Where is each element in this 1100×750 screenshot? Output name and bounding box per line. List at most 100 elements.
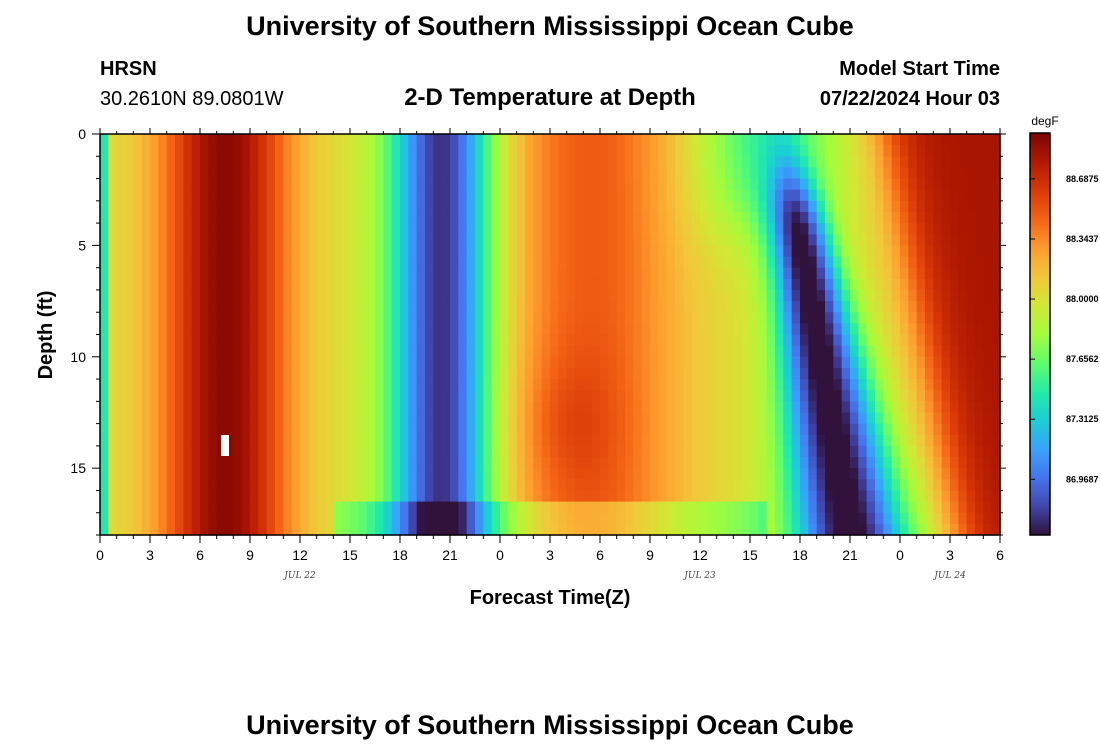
heatmap-cell	[183, 434, 193, 447]
heatmap-cell	[666, 434, 676, 447]
heatmap-cell	[741, 479, 751, 492]
heatmap-cell	[333, 445, 343, 458]
heatmap-cell	[975, 390, 984, 402]
heatmap-cell	[175, 479, 184, 492]
heatmap-cell	[391, 156, 401, 169]
heatmap-cell	[141, 145, 151, 157]
heatmap-cell	[358, 367, 368, 380]
heatmap-cell	[600, 356, 609, 369]
heatmap-cell	[566, 356, 576, 369]
heatmap-cell	[441, 412, 451, 425]
heatmap-cell	[250, 200, 259, 213]
heatmap-cell	[933, 267, 943, 280]
heatmap-cell	[725, 145, 734, 157]
heatmap-cell	[741, 457, 751, 469]
heatmap-cell	[475, 390, 484, 402]
heatmap-cell	[783, 490, 793, 503]
heatmap-cell	[125, 189, 134, 202]
heatmap-cell	[150, 256, 159, 269]
heatmap-cell	[341, 356, 351, 369]
heatmap-cell	[125, 345, 134, 358]
heatmap-cell	[591, 256, 601, 269]
heatmap-cell	[991, 234, 1001, 246]
heatmap-cell	[258, 512, 268, 525]
heatmap-cell	[625, 234, 634, 246]
heatmap-cell	[791, 234, 801, 246]
heatmap-cell	[258, 223, 268, 235]
heatmap-cell	[966, 490, 976, 503]
heatmap-cell	[916, 167, 926, 180]
heatmap-cell	[458, 323, 468, 336]
heatmap-cell	[441, 245, 451, 258]
heatmap-cell	[258, 156, 268, 169]
heatmap-cell	[933, 457, 943, 469]
heatmap-cell	[725, 512, 734, 525]
heatmap-cell	[858, 468, 868, 480]
heatmap-cell	[383, 468, 393, 480]
heatmap-cell	[800, 367, 809, 380]
heatmap-cell	[483, 434, 493, 447]
heatmap-cell	[625, 345, 634, 358]
heatmap-cell	[283, 367, 293, 380]
heatmap-cell	[508, 523, 518, 536]
heatmap-cell	[566, 211, 576, 224]
heatmap-cell	[483, 457, 493, 469]
heatmap-cell	[300, 445, 309, 458]
heatmap-cell	[258, 200, 268, 213]
heatmap-cell	[391, 445, 401, 458]
heatmap-cell	[100, 189, 109, 202]
x-tick-label: 21	[442, 547, 458, 563]
heatmap-cell	[375, 145, 384, 157]
heatmap-cell	[158, 501, 168, 514]
heatmap-cell	[741, 367, 751, 380]
heatmap-cell	[358, 523, 368, 536]
heatmap-cell	[666, 278, 676, 291]
heatmap-cell	[733, 390, 743, 402]
heatmap-cell	[933, 334, 943, 347]
heatmap-cell	[733, 356, 743, 369]
heatmap-cell	[866, 512, 876, 525]
heatmap-cell	[433, 512, 443, 525]
heatmap-cell	[583, 312, 593, 324]
heatmap-cell	[316, 379, 326, 391]
heatmap-cell	[350, 278, 359, 291]
heatmap-cell	[900, 401, 909, 414]
heatmap-cell	[683, 267, 693, 280]
heatmap-cell	[700, 479, 709, 492]
heatmap-cell	[441, 312, 451, 324]
heatmap-cell	[975, 345, 984, 358]
heatmap-cell	[383, 256, 393, 269]
heatmap-cell	[525, 178, 534, 191]
heatmap-cell	[600, 211, 609, 224]
heatmap-cell	[866, 345, 876, 358]
heatmap-cell	[891, 301, 901, 313]
heatmap-cell	[216, 145, 226, 157]
heatmap-cell	[191, 512, 201, 525]
heatmap-cell	[508, 412, 518, 425]
heatmap-cell	[725, 167, 734, 180]
heatmap-cell	[566, 345, 576, 358]
heatmap-cell	[966, 501, 976, 514]
heatmap-cell	[675, 501, 684, 514]
heatmap-cell	[316, 501, 326, 514]
heatmap-cell	[925, 223, 934, 235]
heatmap-cell	[516, 312, 526, 324]
heatmap-cell	[158, 345, 168, 358]
heatmap-cell	[166, 234, 176, 246]
heatmap-cell	[141, 134, 151, 146]
heatmap-cell	[500, 323, 509, 336]
heatmap-cell	[125, 423, 134, 436]
heatmap-cell	[116, 145, 126, 157]
heatmap-cell	[425, 278, 434, 291]
heatmap-cell	[616, 379, 626, 391]
heatmap-cell	[858, 200, 868, 213]
heatmap-cell	[950, 367, 959, 380]
heatmap-cell	[433, 167, 443, 180]
heatmap-cell	[450, 200, 459, 213]
heatmap-cell	[358, 390, 368, 402]
heatmap-cell	[575, 245, 584, 258]
heatmap-cell	[983, 323, 993, 336]
heatmap-cell	[450, 278, 459, 291]
heatmap-cell	[725, 379, 734, 391]
heatmap-cell	[858, 234, 868, 246]
